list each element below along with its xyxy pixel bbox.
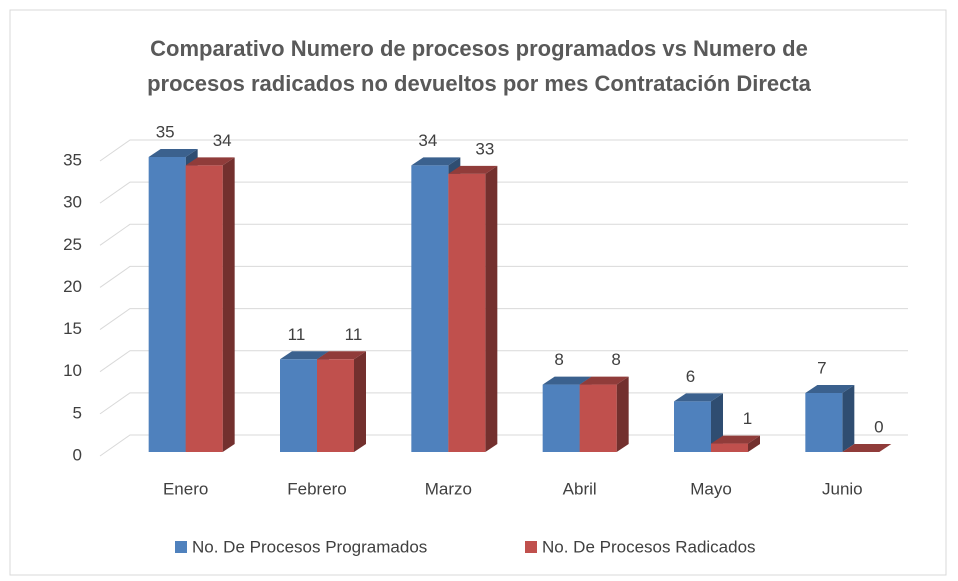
bar-top (148, 149, 198, 157)
bar (805, 385, 855, 452)
bar-front (674, 401, 711, 452)
bar-front (411, 165, 449, 452)
grid-line (99, 265, 908, 288)
bar-top (280, 351, 329, 360)
grid-line (99, 223, 908, 246)
data-label: 34 (213, 131, 232, 150)
bar-front (579, 384, 617, 452)
bar-side (748, 435, 760, 452)
bar-front (448, 173, 486, 452)
bar-top (542, 376, 592, 385)
grid-line (99, 308, 908, 330)
bar-top (411, 157, 461, 166)
legend-swatch (175, 541, 187, 553)
bar-top (711, 435, 760, 444)
chart-title: Comparativo Numero de procesos programad… (147, 36, 812, 96)
bar-front (185, 165, 223, 452)
data-label: 1 (743, 409, 752, 428)
bar-side (616, 376, 629, 452)
grid-line (99, 350, 908, 373)
bar-front (711, 443, 748, 452)
bar-side (711, 393, 723, 452)
x-tick-label: Junio (822, 479, 863, 498)
bar-front (148, 157, 186, 452)
grid-line (99, 434, 908, 457)
y-tick-label: 0 (73, 445, 82, 464)
data-label: 8 (554, 350, 563, 369)
bar-front (542, 384, 580, 452)
bar (317, 351, 366, 452)
data-label: 11 (288, 325, 306, 344)
x-tick-label: Febrero (287, 479, 347, 498)
data-label: 7 (817, 358, 826, 377)
bar (448, 165, 498, 452)
x-tick-label: Enero (163, 479, 208, 498)
bar (185, 157, 235, 452)
y-tick-label: 25 (63, 235, 82, 254)
data-label: 11 (345, 325, 363, 344)
data-label: 8 (611, 350, 620, 369)
x-tick-label: Marzo (425, 479, 472, 498)
data-label: 0 (874, 417, 883, 436)
bar-top (842, 444, 892, 452)
bar-side (485, 165, 498, 452)
x-tick-label: Mayo (690, 479, 732, 498)
bar (674, 393, 723, 452)
legend-label: No. De Procesos Programados (192, 537, 427, 556)
bar-front (280, 359, 317, 452)
y-tick-label: 20 (63, 277, 82, 296)
bar-top (448, 165, 498, 174)
grid-line (99, 392, 908, 415)
y-tick-label: 30 (63, 193, 82, 212)
bar-front (805, 393, 843, 452)
x-tick-label: Abril (563, 479, 597, 498)
bar-front (317, 359, 354, 452)
bar-top (579, 376, 629, 385)
bar (842, 444, 892, 452)
data-label: 33 (475, 139, 494, 158)
bar (711, 435, 760, 452)
bar-side (354, 351, 366, 452)
y-tick-label: 5 (73, 403, 82, 422)
grid-line (99, 181, 908, 204)
y-tick-label: 15 (63, 319, 82, 338)
data-label: 6 (686, 367, 695, 386)
legend-swatch (525, 541, 537, 553)
bar-top (805, 385, 855, 393)
bar (579, 376, 629, 452)
grid-line (99, 139, 908, 162)
bar-top (185, 157, 235, 166)
bar-side (222, 157, 235, 452)
data-label: 35 (156, 122, 175, 141)
bar-top (317, 351, 366, 360)
y-tick-label: 10 (63, 361, 82, 380)
data-label: 34 (418, 131, 437, 150)
bar-top (674, 393, 723, 402)
bar-side (842, 385, 855, 452)
y-tick-label: 35 (63, 150, 82, 169)
legend-label: No. De Procesos Radicados (542, 537, 756, 556)
